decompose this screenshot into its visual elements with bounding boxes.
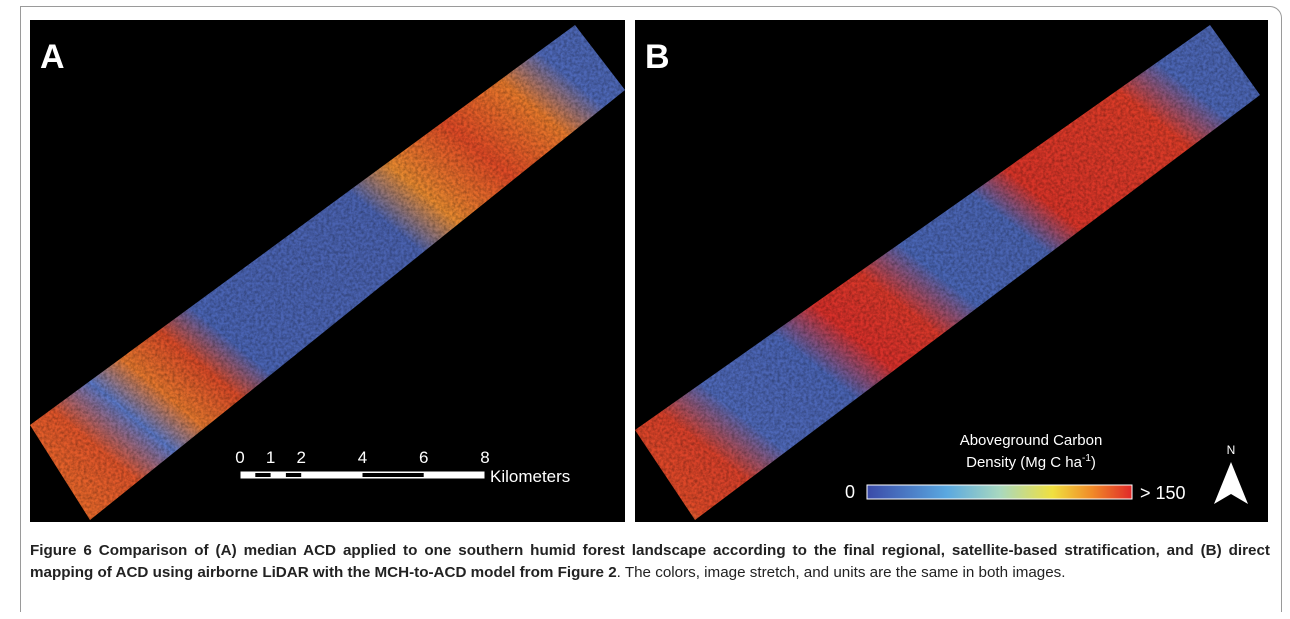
legend-max: > 150 [1140, 483, 1186, 503]
legend-title-close: ) [1091, 454, 1096, 471]
north-label: N [1227, 443, 1236, 457]
map-b: B Aboveground Carbon Density (Mg C ha-1)… [635, 20, 1268, 522]
scale-tick-label: 4 [358, 448, 367, 467]
panel-label: A [40, 38, 65, 76]
panel-b: B Aboveground Carbon Density (Mg C ha-1)… [635, 20, 1268, 522]
scale-tick-label: 8 [480, 448, 489, 467]
legend-title: Density (Mg C ha-1) [966, 453, 1096, 471]
scale-tick-label: 6 [419, 448, 428, 467]
figure-caption: Figure 6 Comparison of (A) median ACD ap… [30, 540, 1270, 584]
caption-text: . The colors, image stretch, and units a… [617, 564, 1066, 581]
color-bar [867, 485, 1132, 499]
panel-a: A Kilometers 0 1 2 4 6 8 [30, 20, 625, 522]
legend-title-text: Density (Mg C ha [966, 454, 1083, 471]
texture [635, 20, 1268, 522]
north-arrow [1214, 462, 1248, 504]
scale-tick-label: 1 [266, 448, 275, 467]
scale-tick-label: 2 [297, 448, 306, 467]
legend-min: 0 [845, 482, 855, 502]
scale-unit: Kilometers [490, 467, 570, 486]
page: A Kilometers 0 1 2 4 6 8 B Aboveground Carbon… [0, 0, 1290, 619]
texture [30, 20, 625, 522]
scale-tick-label: 0 [235, 448, 244, 467]
scale-bar [240, 471, 485, 479]
panel-label: B [645, 38, 670, 76]
legend-title: Aboveground Carbon [960, 432, 1103, 449]
map-a: A Kilometers 0 1 2 4 6 8 [30, 20, 625, 522]
